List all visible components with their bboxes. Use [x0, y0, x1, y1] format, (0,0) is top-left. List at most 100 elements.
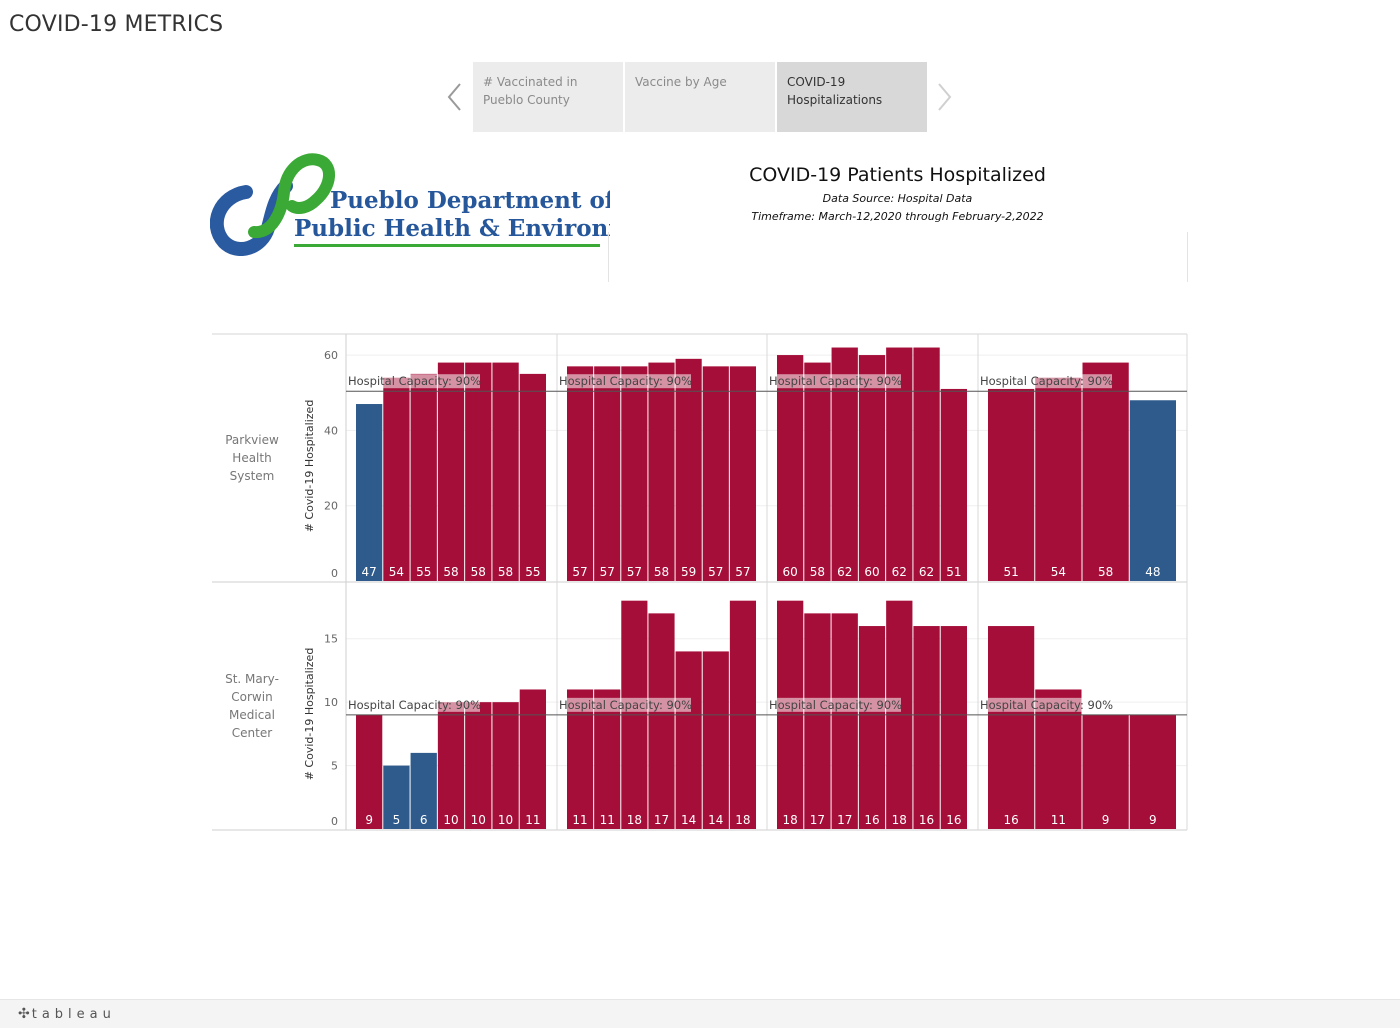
y-axis-title: # Covid-19 Hospitalized — [303, 648, 316, 781]
bar-value-label: 58 — [1098, 565, 1113, 579]
bar-value-label: 48 — [1145, 565, 1160, 579]
bar-value-label: 16 — [919, 813, 934, 827]
bar-value-label: 51 — [946, 565, 961, 579]
bar-value-label: 55 — [525, 565, 540, 579]
bar-value-label: 58 — [471, 565, 486, 579]
capacity-label: Hospital Capacity: 90% — [348, 698, 481, 712]
y-tick-label: 40 — [324, 424, 338, 437]
bar — [519, 689, 546, 829]
bar-value-label: 57 — [627, 565, 642, 579]
bar — [356, 714, 383, 829]
chart-title: COVID-19 Patients Hospitalized — [749, 164, 1046, 186]
bar-value-label: 14 — [681, 813, 696, 827]
bar-value-label: 57 — [600, 565, 615, 579]
bar-value-label: 18 — [627, 813, 642, 827]
bar — [1082, 714, 1129, 829]
bar — [594, 366, 621, 581]
capacity-label: Hospital Capacity: 90% — [980, 698, 1113, 712]
bar — [702, 651, 729, 829]
bar — [804, 362, 831, 581]
bar — [356, 404, 383, 581]
bar-value-label: 17 — [810, 813, 825, 827]
bar — [988, 626, 1035, 829]
tableau-brand-text: tableau — [31, 1007, 116, 1022]
bar — [465, 702, 492, 829]
bar — [940, 626, 967, 829]
bar-value-label: 62 — [892, 565, 907, 579]
bar — [1129, 400, 1176, 581]
tab-vaccinated-in-pueblo-county[interactable]: # Vaccinated in Pueblo County — [473, 62, 623, 132]
bar-value-label: 57 — [735, 565, 750, 579]
footer-bar: ✣tableau — [0, 999, 1400, 1028]
bar-value-label: 18 — [735, 813, 750, 827]
bar-value-label: 14 — [708, 813, 723, 827]
bar-value-label: 18 — [782, 813, 797, 827]
bar-value-label: 18 — [892, 813, 907, 827]
bar — [988, 388, 1035, 581]
bar — [567, 366, 594, 581]
divider — [1187, 232, 1188, 282]
tab-covid-19-hospitalizations[interactable]: COVID-19 Hospitalizations — [777, 62, 927, 132]
bar — [1035, 377, 1082, 581]
bar-value-label: 11 — [572, 813, 587, 827]
bar — [594, 689, 621, 829]
y-tick-label: 0 — [331, 567, 338, 580]
capacity-label-bg — [559, 374, 691, 389]
bar-value-label: 62 — [919, 565, 934, 579]
capacity-label-bg — [769, 697, 901, 712]
bar — [648, 362, 675, 581]
bar — [383, 377, 410, 581]
ribbon-logo-icon — [209, 153, 335, 257]
bar — [437, 362, 465, 581]
bar-value-label: 16 — [864, 813, 879, 827]
chevron-right-icon — [938, 83, 952, 111]
bar — [465, 362, 492, 581]
bar-value-label: 60 — [782, 565, 797, 579]
bar-value-label: 55 — [416, 565, 431, 579]
bar-value-label: 58 — [498, 565, 513, 579]
chevron-left-icon — [447, 83, 461, 111]
bar — [437, 702, 465, 829]
bar-value-label: 9 — [1149, 813, 1157, 827]
bar-value-label: 54 — [1051, 565, 1066, 579]
nav-next-button[interactable] — [934, 80, 954, 114]
bar — [492, 702, 519, 829]
capacity-label-bg — [348, 374, 480, 389]
bar-value-label: 58 — [443, 565, 458, 579]
bar-value-label: 9 — [1102, 813, 1110, 827]
bar — [410, 752, 437, 829]
capacity-label-bg — [980, 697, 1112, 712]
y-tick-label: 5 — [331, 760, 338, 773]
bar — [675, 651, 702, 829]
bar — [492, 362, 519, 581]
tab-vaccine-by-age[interactable]: Vaccine by Age — [625, 62, 775, 132]
bar-value-label: 58 — [810, 565, 825, 579]
logo-line1: Pueblo Department of — [330, 187, 610, 214]
y-axis-title: # Covid-19 Hospitalized — [303, 400, 316, 533]
tableau-logo[interactable]: ✣tableau — [18, 1006, 116, 1022]
bar — [383, 765, 410, 829]
bar — [858, 355, 886, 581]
bar — [567, 689, 594, 829]
bar-value-label: 6 — [420, 813, 428, 827]
bar-value-label: 59 — [681, 565, 696, 579]
bar — [621, 366, 648, 581]
capacity-label-bg — [348, 697, 480, 712]
bar-value-label: 16 — [1003, 813, 1018, 827]
bar — [1035, 689, 1082, 829]
bar — [729, 366, 756, 581]
bar-value-label: 17 — [837, 813, 852, 827]
row-label: Parkview Health System — [225, 433, 279, 483]
divider — [608, 232, 609, 282]
bar-value-label: 10 — [471, 813, 486, 827]
bar — [913, 626, 940, 829]
nav-prev-button[interactable] — [445, 80, 465, 114]
bar — [858, 626, 886, 829]
app-title: COVID-19 METRICS — [9, 12, 224, 37]
bar — [702, 366, 729, 581]
bar-value-label: 10 — [498, 813, 513, 827]
bar-value-label: 11 — [1051, 813, 1066, 827]
hospitalization-chart: Parkview Health System # Covid-19 Hospitali… — [212, 333, 1188, 831]
bar — [940, 388, 967, 581]
bar — [648, 613, 675, 829]
